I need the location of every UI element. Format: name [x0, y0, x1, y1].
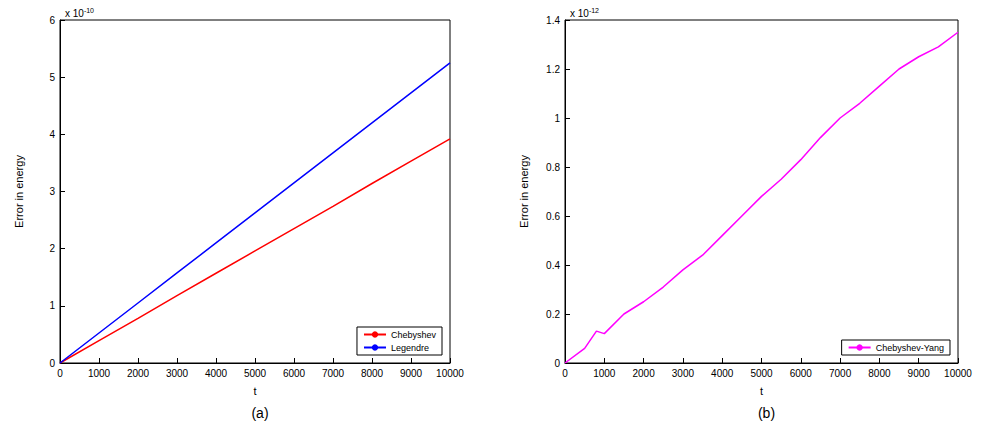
svg-text:0.4: 0.4 [546, 260, 560, 271]
svg-text:Chebyshev: Chebyshev [391, 330, 437, 340]
svg-text:10000: 10000 [944, 368, 972, 379]
svg-text:9000: 9000 [400, 368, 423, 379]
svg-text:3000: 3000 [672, 368, 695, 379]
svg-text:1: 1 [49, 300, 55, 311]
svg-text:Legendre: Legendre [391, 343, 429, 353]
svg-text:Error in energy: Error in energy [518, 155, 530, 228]
svg-text:7000: 7000 [829, 368, 852, 379]
svg-text:6000: 6000 [790, 368, 813, 379]
svg-text:1000: 1000 [593, 368, 616, 379]
svg-text:-10: -10 [84, 7, 94, 14]
svg-text:1.2: 1.2 [546, 64, 560, 75]
svg-text:4000: 4000 [711, 368, 734, 379]
svg-text:(a): (a) [251, 405, 268, 421]
svg-text:6000: 6000 [283, 368, 306, 379]
svg-text:2000: 2000 [632, 368, 655, 379]
svg-text:5000: 5000 [750, 368, 773, 379]
svg-text:x 10: x 10 [65, 8, 84, 19]
svg-text:0.6: 0.6 [546, 211, 560, 222]
svg-text:6: 6 [49, 15, 55, 26]
svg-text:0: 0 [562, 368, 568, 379]
svg-text:3: 3 [49, 186, 55, 197]
svg-text:x 10: x 10 [570, 8, 589, 19]
svg-text:1.4: 1.4 [546, 15, 560, 26]
svg-text:5: 5 [49, 72, 55, 83]
svg-text:1000: 1000 [88, 368, 111, 379]
svg-text:4: 4 [49, 129, 55, 140]
svg-text:0.2: 0.2 [546, 309, 560, 320]
svg-text:8000: 8000 [868, 368, 891, 379]
svg-text:5000: 5000 [244, 368, 267, 379]
svg-text:7000: 7000 [322, 368, 345, 379]
svg-text:4000: 4000 [205, 368, 228, 379]
svg-text:0.8: 0.8 [546, 162, 560, 173]
svg-text:8000: 8000 [361, 368, 384, 379]
svg-text:2000: 2000 [127, 368, 150, 379]
svg-text:(b): (b) [758, 405, 775, 421]
svg-text:0: 0 [49, 358, 55, 369]
svg-text:t: t [760, 385, 763, 397]
svg-text:0: 0 [57, 368, 63, 379]
svg-text:0: 0 [554, 358, 560, 369]
svg-text:t: t [253, 385, 256, 397]
svg-text:3000: 3000 [166, 368, 189, 379]
svg-text:Chebyshev-Yang: Chebyshev-Yang [876, 343, 944, 353]
svg-text:10000: 10000 [436, 368, 464, 379]
svg-text:1: 1 [554, 113, 560, 124]
svg-text:-12: -12 [589, 7, 599, 14]
svg-text:9000: 9000 [908, 368, 931, 379]
svg-text:2: 2 [49, 243, 55, 254]
svg-text:Error in energy: Error in energy [13, 155, 25, 228]
